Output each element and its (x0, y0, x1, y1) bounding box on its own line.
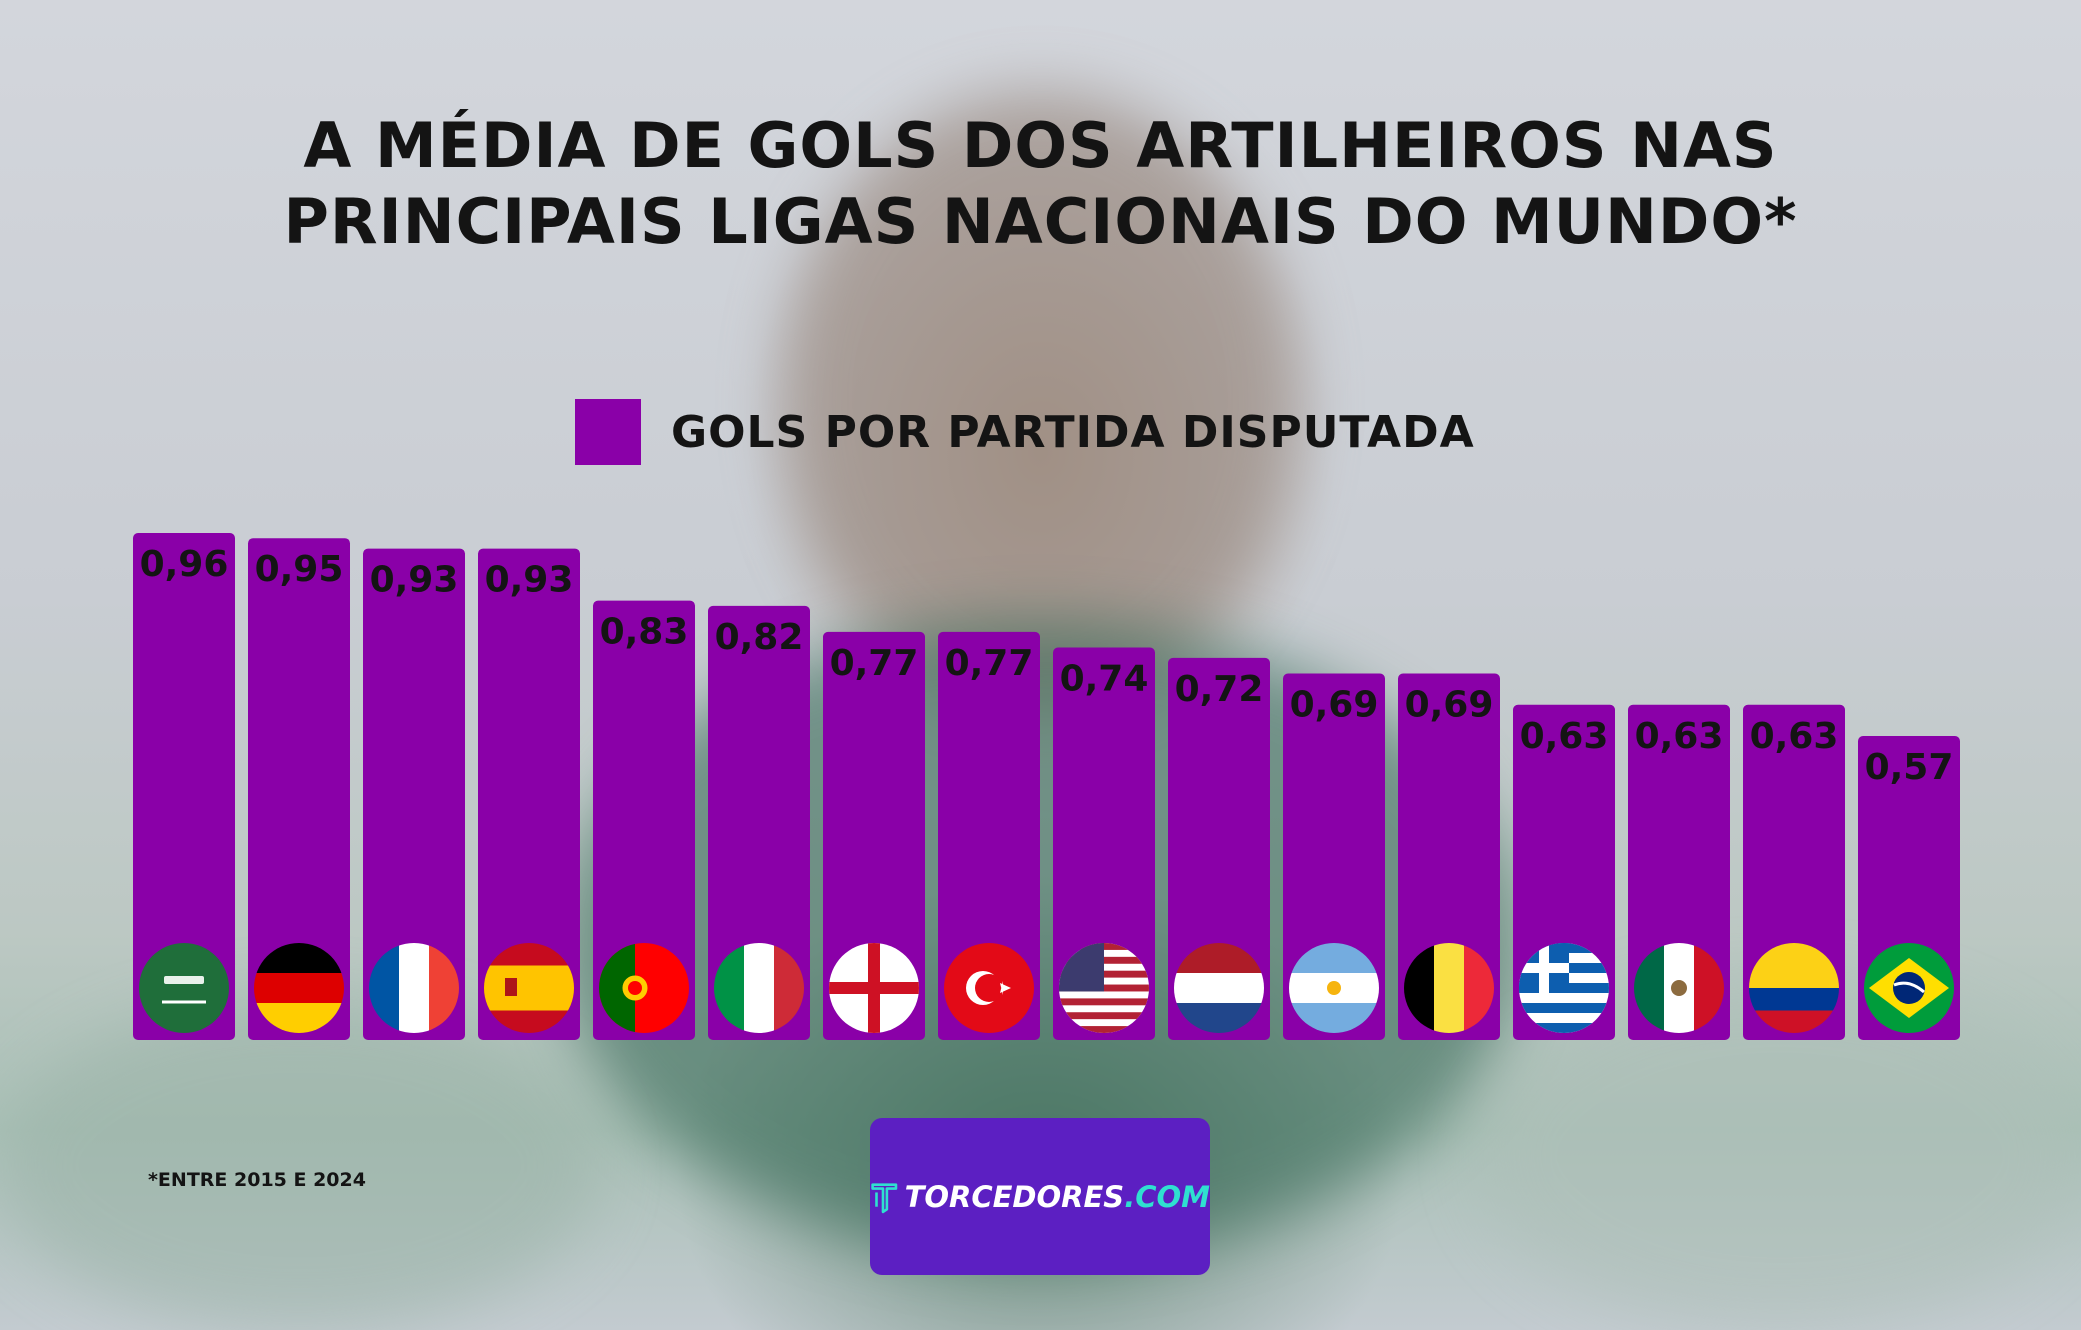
value-label: 0,72 (1175, 669, 1264, 710)
argentina-flag-icon (1289, 943, 1379, 1033)
value-label: 0,77 (945, 643, 1034, 684)
italy-flag-icon (714, 943, 804, 1033)
value-label: 0,95 (255, 549, 344, 590)
value-label: 0,77 (830, 643, 919, 684)
greece-flag-icon (1519, 943, 1609, 1033)
torcedores-logo: TORCEDORES.COM (870, 1118, 1210, 1275)
netherlands-flag-icon (1174, 943, 1264, 1033)
bar (133, 533, 235, 1040)
value-label: 0,63 (1750, 716, 1839, 757)
logo-name: TORCEDORES (904, 1179, 1125, 1214)
bar (1283, 673, 1385, 1040)
bar (478, 548, 580, 1040)
value-label: 0,82 (715, 617, 804, 658)
turkey-flag-icon (944, 943, 1034, 1033)
bar (823, 631, 925, 1040)
france-flag-icon (369, 943, 459, 1033)
footnote: *ENTRE 2015 E 2024 (148, 1169, 366, 1191)
title-line-1: A MÉDIA DE GOLS DOS ARTILHEIROS NAS (303, 109, 1778, 182)
bar (363, 548, 465, 1040)
bar (593, 600, 695, 1040)
title-line-2: PRINCIPAIS LIGAS NACIONAIS DO MUNDO* (283, 185, 1798, 258)
legend-swatch (575, 399, 641, 465)
usa-flag-icon (1059, 943, 1149, 1033)
logo-text: TORCEDORES.COM (905, 1180, 1210, 1214)
value-label: 0,63 (1635, 716, 1724, 757)
portugal-flag-icon (599, 943, 689, 1033)
bar (1168, 657, 1270, 1040)
legend-label: GOLS POR PARTIDA DISPUTADA (671, 406, 1475, 458)
spain-flag-icon (484, 943, 574, 1033)
saudi-arabia-flag-icon (139, 943, 229, 1033)
value-label: 0,93 (485, 560, 574, 601)
bar (248, 538, 350, 1040)
value-label: 0,63 (1520, 716, 1609, 757)
belgium-flag-icon (1404, 943, 1494, 1033)
mexico-flag-icon (1634, 943, 1724, 1033)
bar (708, 605, 810, 1040)
value-label: 0,96 (140, 544, 229, 585)
value-label: 0,83 (600, 612, 689, 653)
torcedores-logo-icon (871, 1182, 898, 1213)
legend: GOLS POR PARTIDA DISPUTADA (575, 398, 1475, 466)
bar (938, 631, 1040, 1040)
value-label: 0,74 (1060, 659, 1149, 700)
value-label: 0,93 (370, 560, 459, 601)
brazil-flag-icon (1864, 943, 1954, 1033)
logo-suffix: .COM (1124, 1179, 1210, 1214)
bar (1398, 673, 1500, 1040)
chart-title: A MÉDIA DE GOLS DOS ARTILHEIROS NAS PRIN… (0, 108, 2081, 260)
england-flag-icon (829, 943, 919, 1033)
value-label: 0,69 (1405, 685, 1494, 726)
germany-flag-icon (254, 943, 344, 1033)
value-label: 0,57 (1865, 747, 1954, 788)
colombia-flag-icon (1749, 943, 1839, 1033)
bar (1053, 647, 1155, 1040)
value-label: 0,69 (1290, 685, 1379, 726)
